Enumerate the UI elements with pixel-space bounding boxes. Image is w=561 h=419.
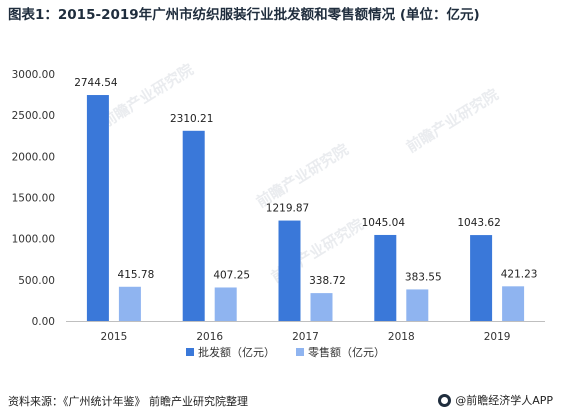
brand-text: @前瞻经济学人APP [455,394,553,407]
source-note: 资料来源：《广州统计年鉴》 前瞻产业研究院整理 [8,395,248,408]
data-label: 407.25 [213,269,250,281]
legend: 批发额（亿元） 零售额（亿元） [186,345,385,359]
x-tick-label: 2019 [484,331,511,343]
data-label: 1219.87 [266,203,309,215]
retail-bar [406,289,429,321]
legend-label: 批发额（亿元） [198,345,275,359]
data-label: 383.55 [405,271,442,283]
y-axis: 0.00 500.00 1000.00 1500.00 2000.00 2500.00 30… [12,69,55,328]
data-label: 415.78 [118,269,155,281]
legend-swatch [186,348,194,356]
y-tick-label: 3000.00 [12,69,55,81]
wholesale-bar [182,130,205,321]
retail-bar [214,287,237,321]
x-tick-label: 2018 [388,331,415,343]
data-label: 1043.62 [457,217,500,229]
legend-label: 零售额（亿元） [308,345,385,359]
retail-bar [310,293,333,321]
x-tick-label: 2016 [196,331,223,343]
y-tick-label: 0.00 [32,316,55,328]
x-tick-label: 2017 [292,331,319,343]
watermark-text: 前瞻产业研究院 [403,85,502,156]
data-label: 338.72 [309,275,346,287]
x-axis: 2015 2016 2017 2018 2019 [66,321,545,343]
wholesale-bar [470,235,493,321]
x-tick-label: 2015 [101,331,128,343]
watermark-text: 前瞻产业研究院 [253,140,352,211]
wholesale-bar [86,95,109,322]
legend-swatch [296,348,304,356]
bars: 2744.54 415.78 2310.21 407.25 1219.87 338.72 1… [74,77,538,322]
brand-credit: @前瞻经济学人APP [438,392,553,408]
y-tick-label: 1000.00 [12,234,55,246]
chart-title: 图表1：2015-2019年广州市纺织服装行业批发额和零售额情况 (单位：亿元) [8,7,480,23]
y-tick-label: 500.00 [18,275,55,287]
data-label: 1045.04 [362,217,406,229]
brand-logo-icon [438,393,452,407]
y-tick-label: 2500.00 [12,110,55,122]
data-label: 421.23 [501,268,538,280]
data-label: 2744.54 [74,77,118,89]
data-label: 2310.21 [170,113,213,125]
retail-bar [118,286,141,321]
wholesale-bar [374,234,397,321]
y-tick-label: 2000.00 [12,151,55,163]
wholesale-bar [278,220,301,321]
retail-bar [502,286,525,321]
y-tick-label: 1500.00 [12,193,55,205]
